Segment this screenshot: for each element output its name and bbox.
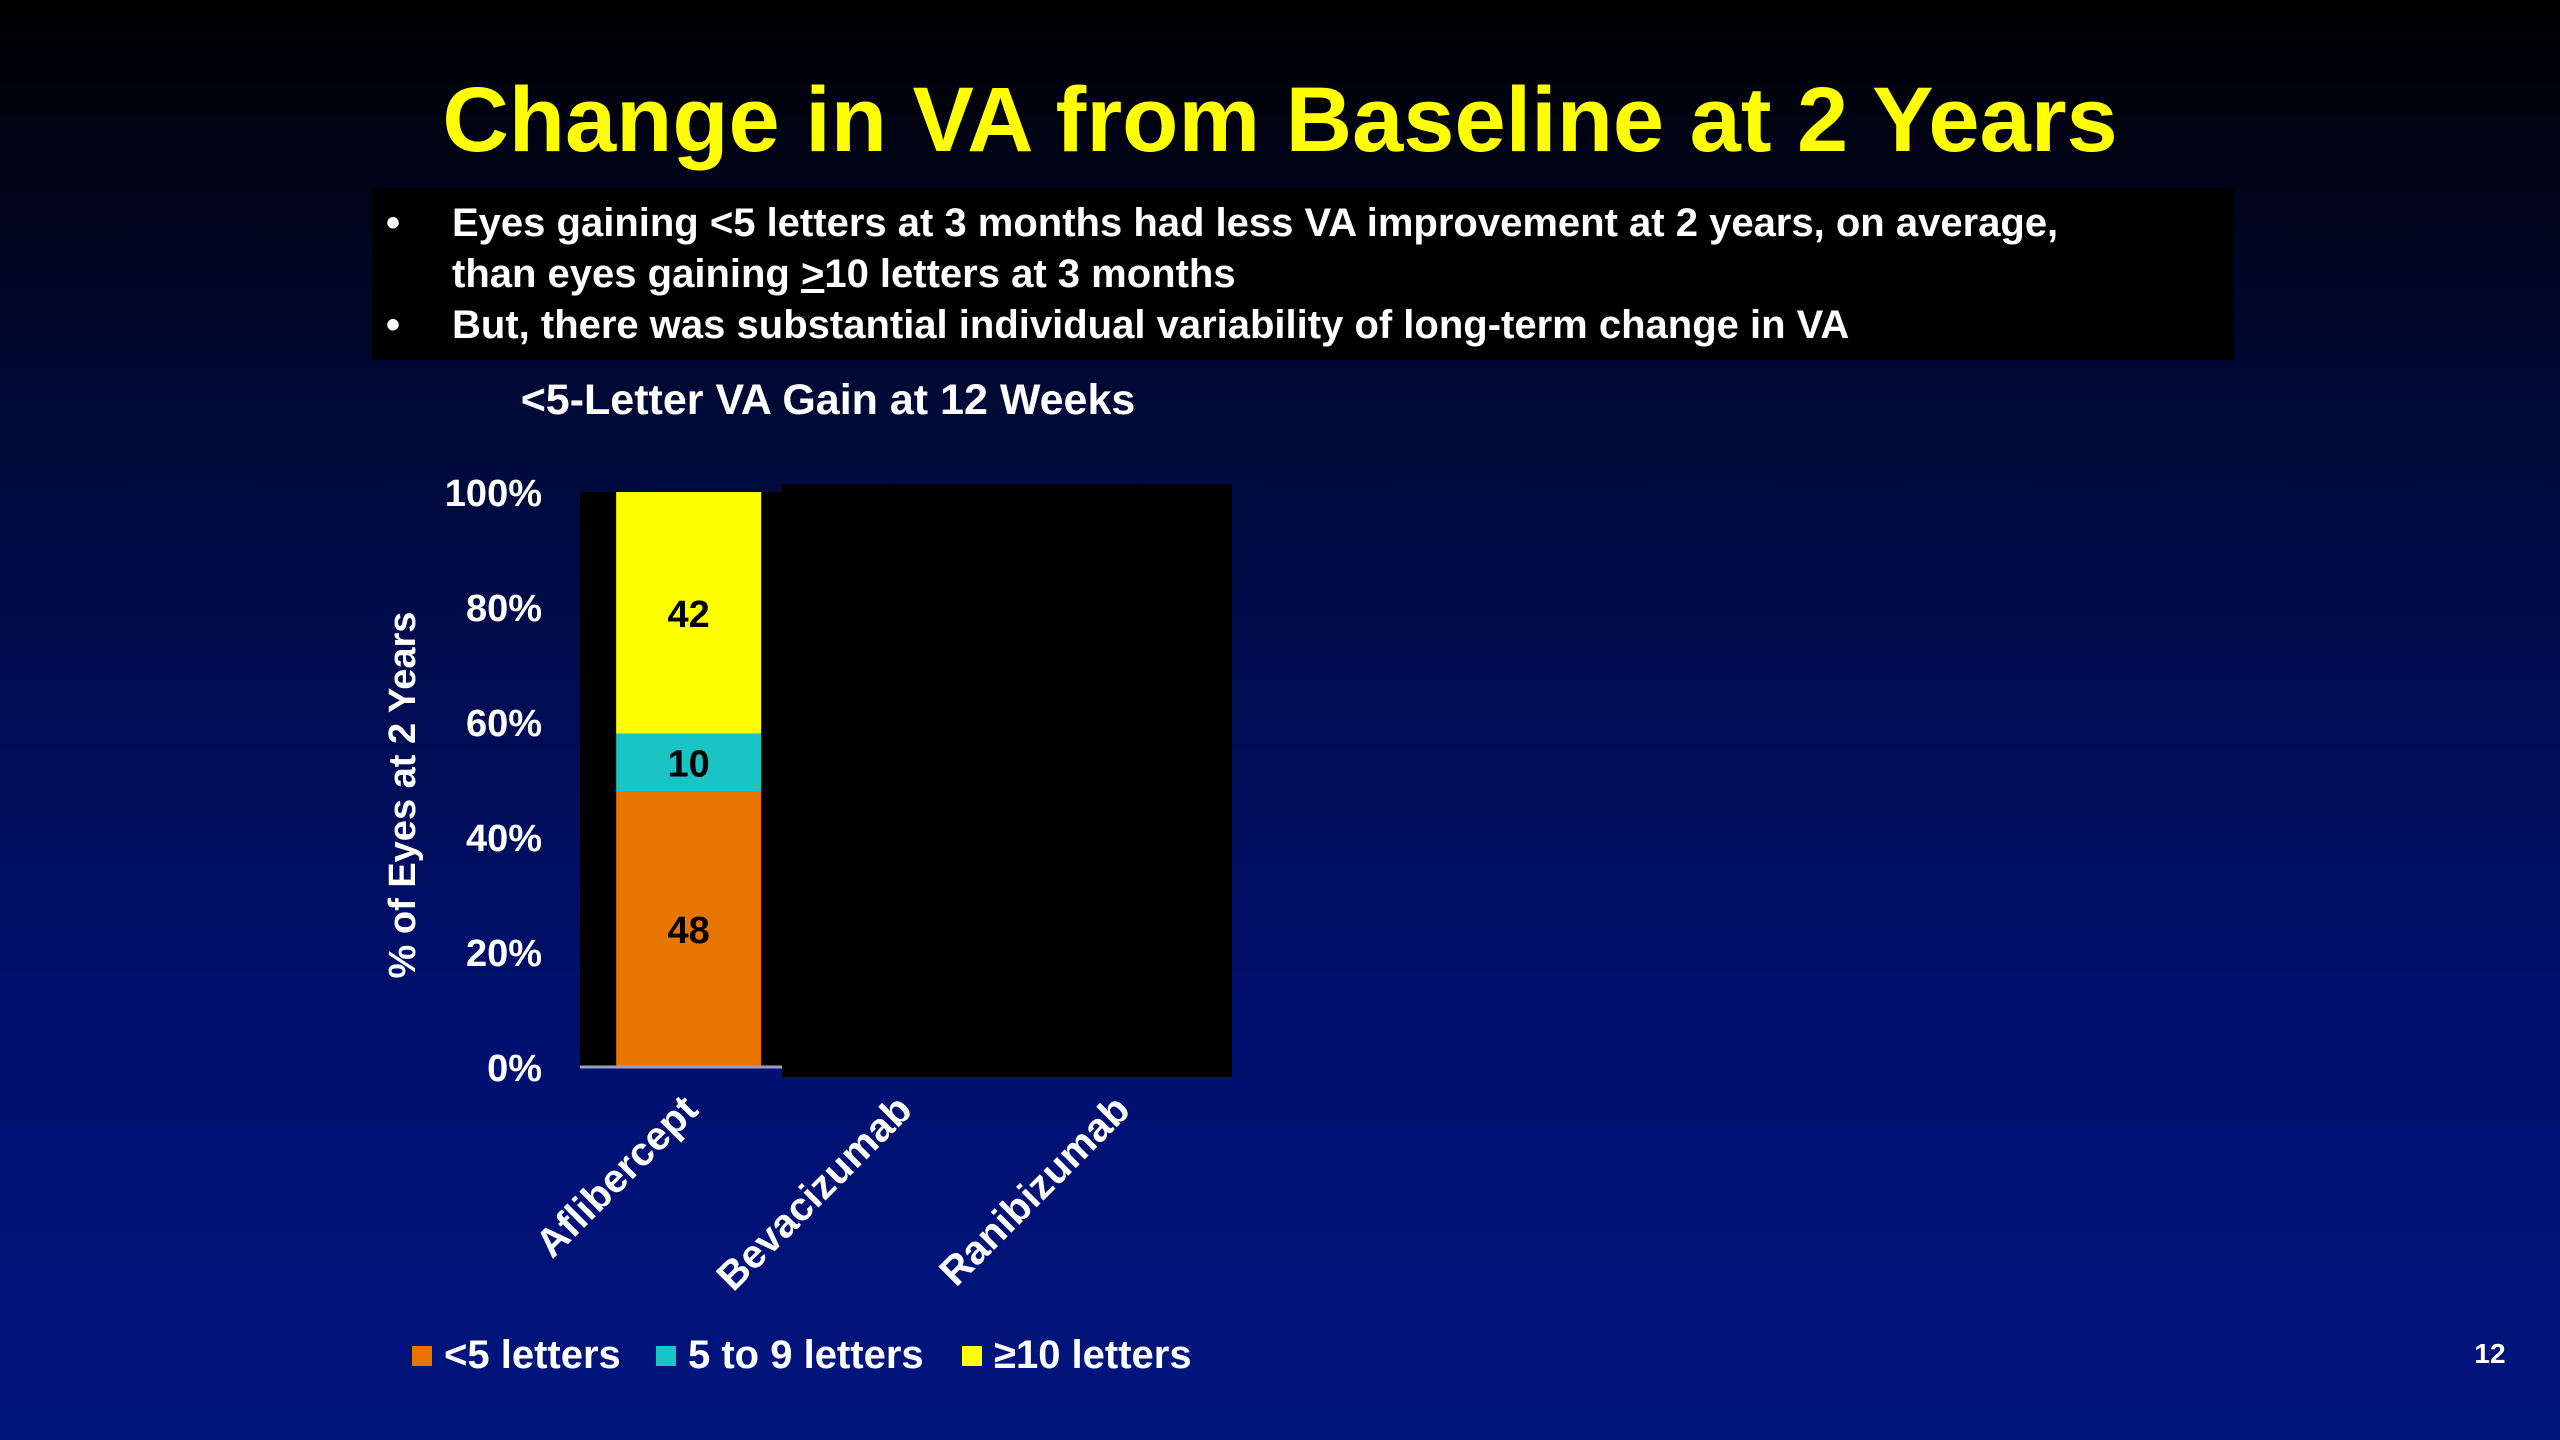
obscuring-panel [782, 484, 1232, 1077]
chart-title: <5-Letter VA Gain at 12 Weeks [521, 376, 1136, 424]
y-tick-label: 60% [466, 703, 542, 745]
legend-label: <5 letters [444, 1333, 621, 1377]
data-label: 10 [668, 743, 710, 785]
bullet-1-line-2-pre: than eyes gaining [452, 252, 801, 296]
legend-label: ≥10 letters [994, 1333, 1192, 1377]
legend-label: 5 to 9 letters [688, 1333, 924, 1377]
legend-swatch [412, 1346, 432, 1366]
x-tick-label: Ranibizumab [931, 1087, 1138, 1294]
bar-segment [616, 791, 762, 1067]
y-tick-label: 80% [466, 588, 542, 630]
y-tick-label: 20% [466, 933, 542, 975]
y-axis-label: % of Eyes at 2 Years [382, 612, 424, 979]
y-tick-label: 0% [487, 1048, 542, 1090]
y-tick-label: 40% [466, 818, 542, 860]
data-label: 48 [668, 910, 710, 952]
y-tick-label: 100% [445, 473, 542, 515]
bullet-1-line-2-post: 10 letters at 3 months [824, 252, 1236, 296]
bar-segment [616, 733, 762, 791]
bullet-2: But, there was substantial individual va… [386, 300, 1850, 351]
bullet-1: Eyes gaining <5 letters at 3 months had … [386, 198, 2059, 300]
x-tick-label: Bevacizumab [708, 1087, 920, 1299]
data-label: 42 [668, 594, 710, 636]
bullet-2-text: But, there was substantial individual va… [452, 303, 1850, 347]
bullet-box: Eyes gaining <5 letters at 3 months had … [372, 188, 2234, 360]
bullet-1-line-1: Eyes gaining <5 letters at 3 months had … [452, 201, 2059, 245]
bar-segment [616, 492, 762, 734]
legend-swatch [656, 1346, 676, 1366]
bullet-1-line-2-symbol: > [800, 252, 825, 296]
page-number: 12 [2474, 1338, 2506, 1369]
legend-swatch [962, 1346, 982, 1366]
slide-title: Change in VA from Baseline at 2 Years [442, 69, 2118, 171]
x-tick-label: Aflibercept [528, 1087, 707, 1266]
